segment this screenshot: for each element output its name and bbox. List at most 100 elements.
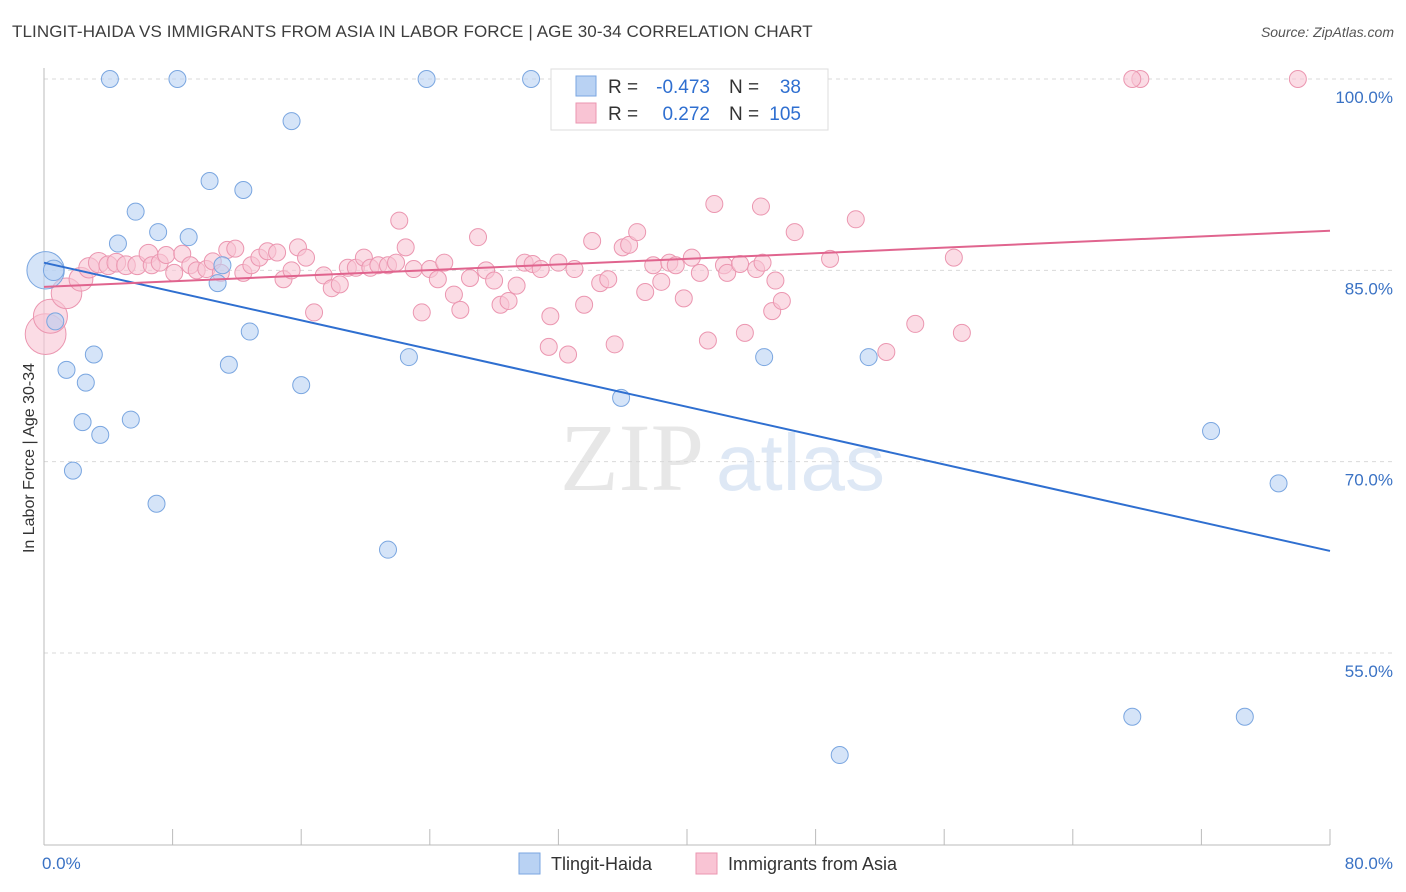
data-point: [539, 337, 558, 356]
data-point: [399, 348, 418, 367]
data-point: [444, 285, 463, 304]
data-point: [753, 253, 772, 272]
data-point: [1123, 707, 1142, 726]
data-point: [821, 249, 840, 268]
data-point: [522, 70, 541, 88]
data-point: [830, 746, 849, 765]
trend-line-blue: [43, 261, 1331, 552]
data-point: [73, 413, 92, 432]
data-point: [76, 373, 95, 392]
data-point: [636, 283, 655, 302]
series-tlingit-haida: [26, 70, 1288, 765]
data-point: [549, 253, 568, 272]
data-point: [674, 289, 693, 308]
data-point: [46, 312, 65, 331]
data-point: [755, 348, 774, 367]
data-point: [531, 260, 550, 279]
data-point: [390, 211, 409, 230]
data-point: [1269, 474, 1288, 493]
data-point: [952, 323, 971, 342]
data-point: [149, 223, 168, 242]
data-point: [541, 307, 560, 326]
data-point: [165, 263, 184, 282]
data-point: [412, 303, 431, 322]
data-point: [435, 253, 454, 272]
legend-r-label-pink: R =: [608, 104, 638, 125]
data-point: [718, 263, 737, 282]
data-point: [179, 228, 198, 247]
data-point: [1235, 707, 1254, 726]
legend-swatch-pink: [575, 102, 597, 124]
data-point: [200, 172, 219, 191]
y-tick-label: 100.0%: [1335, 88, 1393, 107]
data-point: [208, 274, 227, 293]
data-point: [620, 235, 639, 254]
legend-r-value-pink: 0.272: [662, 104, 710, 125]
data-point: [751, 197, 770, 216]
series-immigrants-from-asia: [24, 70, 1307, 364]
data-point: [268, 243, 287, 262]
data-point: [666, 256, 685, 275]
legend-n-value-pink: 105: [769, 104, 801, 125]
y-axis-label: In Labor Force | Age 30-34: [21, 363, 38, 553]
data-point: [1123, 70, 1142, 88]
data-point: [599, 270, 618, 289]
data-point: [84, 345, 103, 364]
legend-r-label-blue: R =: [608, 77, 638, 98]
data-point: [396, 238, 415, 257]
data-point: [499, 291, 518, 310]
data-point: [219, 355, 238, 374]
data-point: [147, 494, 166, 513]
legend-n-value-blue: 38: [780, 77, 801, 98]
data-point: [404, 260, 423, 279]
watermark-zip: ZIP: [560, 404, 704, 511]
legend-swatch-blue: [575, 75, 597, 97]
data-point: [240, 322, 259, 341]
x-tick-label: 0.0%: [42, 854, 81, 873]
data-point: [213, 256, 232, 275]
data-point: [944, 248, 963, 267]
data-point: [428, 270, 447, 289]
chart-title: TLINGIT-HAIDA VS IMMIGRANTS FROM ASIA IN…: [12, 22, 813, 41]
data-point: [846, 210, 865, 229]
trend-lines: [43, 229, 1331, 552]
legend-n-label-blue: N =: [729, 77, 759, 98]
watermark: ZIP atlas: [560, 404, 885, 511]
data-point: [126, 202, 145, 221]
y-tick-label: 70.0%: [1345, 471, 1393, 490]
data-point: [859, 348, 878, 367]
x-tick-label: 80.0%: [1345, 854, 1393, 873]
y-tick-label: 85.0%: [1345, 279, 1393, 298]
data-point: [583, 231, 602, 250]
legend-n-label-pink: N =: [729, 104, 759, 125]
series-legend: Tlingit-Haida Immigrants from Asia: [518, 852, 898, 875]
data-point: [559, 345, 578, 364]
data-point: [282, 261, 301, 280]
bottom-legend-swatch-blue: [518, 852, 541, 875]
data-point: [735, 323, 754, 342]
stats-legend: R = -0.473 N = 38 R = 0.272 N = 105: [550, 68, 829, 131]
data-point: [121, 410, 140, 429]
data-point: [63, 461, 82, 480]
data-point: [628, 223, 647, 242]
x-ticks: [43, 829, 1331, 845]
data-point: [731, 254, 750, 273]
data-point: [485, 271, 504, 290]
data-point: [705, 195, 724, 214]
data-point: [387, 253, 406, 272]
data-point: [460, 268, 479, 287]
y-tick-labels: 100.0% 85.0% 70.0% 55.0%: [1335, 88, 1393, 681]
data-point: [652, 272, 671, 291]
data-point: [234, 180, 253, 199]
data-point: [605, 335, 624, 354]
data-point: [330, 275, 349, 294]
legend-box: [550, 68, 829, 131]
data-point: [469, 228, 488, 247]
data-point: [226, 239, 245, 258]
data-point: [305, 303, 324, 322]
data-point: [100, 70, 119, 88]
data-point: [906, 314, 925, 333]
bottom-legend-label-blue: Tlingit-Haida: [551, 854, 653, 874]
bottom-legend-swatch-pink: [695, 852, 718, 875]
